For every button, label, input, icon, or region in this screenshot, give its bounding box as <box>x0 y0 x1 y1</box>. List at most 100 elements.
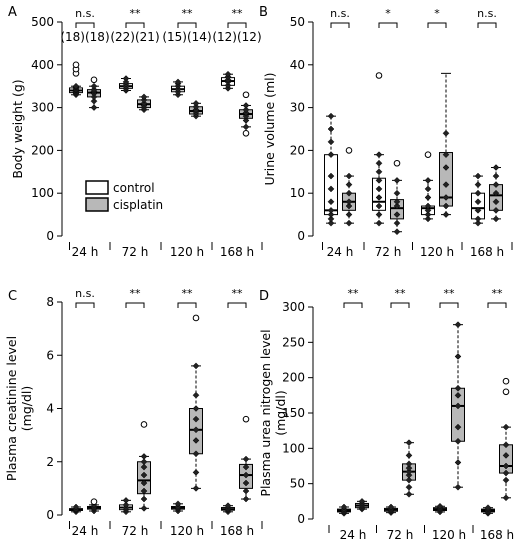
box-cisplatin <box>87 498 101 515</box>
significance-label: n.s. <box>75 7 95 20</box>
data-point <box>345 211 353 218</box>
data-point <box>90 104 98 111</box>
significance-label: ** <box>182 7 194 20</box>
y-tick-label: 0 <box>297 512 305 526</box>
outlier-point <box>192 314 200 322</box>
x-tick-label: 168 h <box>220 245 254 259</box>
panel-b: B 0 10 20 30 40 50 Urine volume (ml) 24 h 72 h 120… <box>259 5 513 259</box>
y-tick-label: 6 <box>46 348 54 362</box>
data-point <box>327 151 335 159</box>
data-point <box>192 391 200 399</box>
data-point <box>405 460 413 468</box>
significance-label: n.s. <box>75 287 95 300</box>
data-point <box>375 185 383 193</box>
data-point <box>90 97 98 105</box>
data-point <box>375 219 383 227</box>
iqr-box <box>324 154 338 216</box>
box-control <box>471 172 485 227</box>
data-point <box>424 185 432 193</box>
data-point <box>405 483 413 491</box>
data-point <box>393 189 401 197</box>
data-point <box>484 504 492 512</box>
box-cisplatin <box>439 72 453 218</box>
panel-letter: D <box>259 289 269 304</box>
data-point <box>224 502 232 510</box>
box-control <box>433 502 447 516</box>
box-control <box>372 72 386 227</box>
data-point <box>140 471 148 479</box>
significance-bracket <box>378 22 398 28</box>
y-tick-label: 300 <box>31 101 54 115</box>
x-tick-label: 120 h <box>170 245 204 259</box>
data-point <box>327 198 335 206</box>
data-point <box>327 206 335 214</box>
data-point <box>122 78 130 86</box>
box-cisplatin <box>189 99 203 120</box>
data-point <box>327 172 335 180</box>
y-tick-label: 0 <box>297 229 305 243</box>
y-tick-label: 30 <box>290 101 305 115</box>
x-tick-label: 24 h <box>72 245 99 259</box>
significance-label: ** <box>492 287 504 300</box>
significance-label: * <box>385 7 391 20</box>
significance-bracket <box>390 302 410 308</box>
data-point <box>502 452 510 459</box>
outlier-point <box>72 61 80 69</box>
y-tick-label: 0 <box>46 229 54 243</box>
data-point <box>454 437 462 445</box>
panel-letter: A <box>8 5 17 20</box>
data-point <box>442 151 450 159</box>
significance-bracket <box>75 22 95 28</box>
y-tick-label: 8 <box>46 295 54 309</box>
legend-label-cisplatin: cisplatin <box>113 198 163 212</box>
data-point <box>327 185 335 193</box>
data-point <box>502 469 510 477</box>
significance-bracket <box>487 302 507 308</box>
data-point <box>424 206 432 214</box>
data-point <box>122 501 130 509</box>
data-point <box>345 202 353 210</box>
data-point <box>474 189 482 197</box>
legend-swatch-cisplatin <box>85 197 109 212</box>
data-point <box>242 479 250 487</box>
data-point <box>393 219 401 227</box>
data-point <box>442 211 450 218</box>
data-point <box>405 464 413 472</box>
data-point <box>72 82 80 90</box>
data-point <box>502 423 510 431</box>
x-tick-label: 120 h <box>420 245 454 259</box>
sample-size-label: (15)(14) <box>162 30 211 44</box>
data-point <box>393 211 401 218</box>
box-control <box>481 504 495 517</box>
y-tick-label: 200 <box>282 371 305 385</box>
y-axis-label: Plasma creatinine level(mg/dl) <box>4 336 34 481</box>
data-point <box>140 458 148 466</box>
box-cisplatin <box>87 76 101 111</box>
data-point <box>405 471 413 479</box>
data-point <box>492 189 500 197</box>
data-point <box>242 455 250 463</box>
outlier-point <box>375 72 383 79</box>
outlier-point <box>242 91 250 99</box>
data-point <box>242 487 250 495</box>
data-point <box>90 86 98 93</box>
data-point <box>474 172 482 180</box>
data-point <box>140 487 148 495</box>
sample-size-label: (12)(12) <box>212 30 261 44</box>
box-cisplatin <box>137 93 151 114</box>
data-point <box>192 437 200 444</box>
data-point <box>375 151 383 159</box>
box-cisplatin <box>189 314 203 492</box>
data-point <box>454 384 462 392</box>
panel-c: C 0 2 4 6 8 Plasma creatinine level(mg/dl) 24 h… <box>4 287 263 538</box>
box-cisplatin <box>137 421 151 512</box>
box-control <box>384 503 398 516</box>
significance-bracket <box>177 22 197 28</box>
significance-bracket <box>427 22 447 28</box>
panel-a: A 0 100 200 300 400 500 Body weight (g) 24 h 72 h… <box>8 5 263 259</box>
data-point <box>90 82 98 90</box>
box-control <box>119 497 133 516</box>
data-point <box>345 189 353 197</box>
x-tick-label: 120 h <box>170 524 204 538</box>
data-point <box>72 503 80 511</box>
